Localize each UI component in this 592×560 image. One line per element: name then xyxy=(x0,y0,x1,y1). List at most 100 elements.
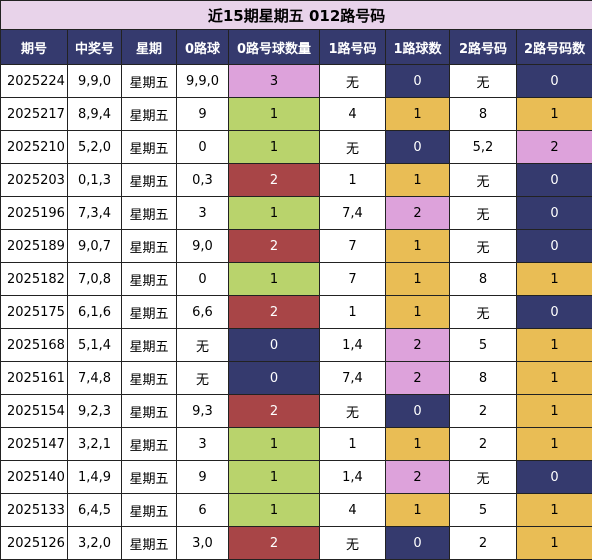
cell-weekday: 星期五 xyxy=(122,395,177,428)
cell-period: 2025182 xyxy=(1,263,68,296)
cell-route0-count: 1 xyxy=(229,461,320,494)
cell-route1-numbers: 无 xyxy=(320,65,386,98)
cell-weekday: 星期五 xyxy=(122,65,177,98)
cell-route1-count: 2 xyxy=(386,362,450,395)
cell-route0-balls: 9 xyxy=(177,461,229,494)
cell-route2-numbers: 2 xyxy=(450,395,517,428)
cell-weekday: 星期五 xyxy=(122,263,177,296)
cell-period: 2025224 xyxy=(1,65,68,98)
cell-route2-numbers: 无 xyxy=(450,197,517,230)
cell-route0-balls: 9,0 xyxy=(177,230,229,263)
cell-route1-count: 1 xyxy=(386,428,450,461)
cell-route1-numbers: 7,4 xyxy=(320,197,386,230)
cell-period: 2025140 xyxy=(1,461,68,494)
cell-route2-numbers: 无 xyxy=(450,164,517,197)
cell-route0-count: 1 xyxy=(229,494,320,527)
cell-route1-numbers: 1,4 xyxy=(320,461,386,494)
cell-route0-balls: 0 xyxy=(177,263,229,296)
cell-winning-number: 9,2,3 xyxy=(68,395,122,428)
cell-route0-count: 2 xyxy=(229,164,320,197)
cell-period: 2025133 xyxy=(1,494,68,527)
cell-route1-count: 0 xyxy=(386,131,450,164)
cell-weekday: 星期五 xyxy=(122,296,177,329)
cell-route2-count: 0 xyxy=(517,461,592,494)
cell-route1-numbers: 1 xyxy=(320,164,386,197)
cell-route0-count: 2 xyxy=(229,527,320,560)
cell-route0-balls: 6,6 xyxy=(177,296,229,329)
cell-route2-count: 1 xyxy=(517,329,592,362)
cell-route0-count: 1 xyxy=(229,98,320,131)
cell-winning-number: 5,1,4 xyxy=(68,329,122,362)
cell-route0-balls: 9,3 xyxy=(177,395,229,428)
cell-weekday: 星期五 xyxy=(122,362,177,395)
cell-route1-numbers: 1 xyxy=(320,428,386,461)
cell-route0-count: 3 xyxy=(229,65,320,98)
cell-route2-count: 1 xyxy=(517,428,592,461)
cell-weekday: 星期五 xyxy=(122,131,177,164)
cell-weekday: 星期五 xyxy=(122,230,177,263)
cell-route1-count: 1 xyxy=(386,296,450,329)
cell-winning-number: 8,9,4 xyxy=(68,98,122,131)
cell-winning-number: 0,1,3 xyxy=(68,164,122,197)
cell-route0-balls: 无 xyxy=(177,329,229,362)
header-route0-count: 0路号球数量 xyxy=(229,30,320,65)
cell-route1-numbers: 无 xyxy=(320,131,386,164)
cell-route1-count: 2 xyxy=(386,197,450,230)
cell-route2-count: 1 xyxy=(517,263,592,296)
header-route1-numbers: 1路号码 xyxy=(320,30,386,65)
cell-route2-numbers: 8 xyxy=(450,263,517,296)
cell-route2-numbers: 5 xyxy=(450,329,517,362)
cell-route2-count: 1 xyxy=(517,527,592,560)
cell-route1-count: 1 xyxy=(386,164,450,197)
header-period: 期号 xyxy=(1,30,68,65)
cell-route0-balls: 9 xyxy=(177,98,229,131)
cell-route2-numbers: 无 xyxy=(450,65,517,98)
header-route2-count: 2路号码数 xyxy=(517,30,592,65)
cell-route2-count: 0 xyxy=(517,230,592,263)
cell-winning-number: 5,2,0 xyxy=(68,131,122,164)
cell-winning-number: 3,2,0 xyxy=(68,527,122,560)
cell-route1-count: 1 xyxy=(386,494,450,527)
cell-route0-count: 1 xyxy=(229,428,320,461)
cell-weekday: 星期五 xyxy=(122,461,177,494)
cell-weekday: 星期五 xyxy=(122,98,177,131)
table-title: 近15期星期五 012路号码 xyxy=(1,1,592,30)
cell-route0-count: 0 xyxy=(229,362,320,395)
cell-route1-numbers: 无 xyxy=(320,395,386,428)
cell-route0-balls: 6 xyxy=(177,494,229,527)
cell-period: 2025147 xyxy=(1,428,68,461)
cell-period: 2025126 xyxy=(1,527,68,560)
cell-winning-number: 7,3,4 xyxy=(68,197,122,230)
cell-route1-count: 0 xyxy=(386,65,450,98)
cell-route2-count: 1 xyxy=(517,494,592,527)
cell-route1-count: 0 xyxy=(386,527,450,560)
cell-route0-count: 1 xyxy=(229,131,320,164)
cell-route2-numbers: 无 xyxy=(450,461,517,494)
cell-period: 2025175 xyxy=(1,296,68,329)
cell-weekday: 星期五 xyxy=(122,428,177,461)
cell-period: 2025203 xyxy=(1,164,68,197)
cell-route1-numbers: 7 xyxy=(320,263,386,296)
header-route1-count: 1路球数 xyxy=(386,30,450,65)
cell-winning-number: 6,4,5 xyxy=(68,494,122,527)
cell-route0-balls: 9,9,0 xyxy=(177,65,229,98)
cell-route2-numbers: 2 xyxy=(450,428,517,461)
cell-weekday: 星期五 xyxy=(122,164,177,197)
cell-winning-number: 1,4,9 xyxy=(68,461,122,494)
cell-route1-numbers: 无 xyxy=(320,527,386,560)
cell-route0-balls: 3,0 xyxy=(177,527,229,560)
cell-weekday: 星期五 xyxy=(122,527,177,560)
header-route0-balls: 0路球 xyxy=(177,30,229,65)
cell-period: 2025154 xyxy=(1,395,68,428)
